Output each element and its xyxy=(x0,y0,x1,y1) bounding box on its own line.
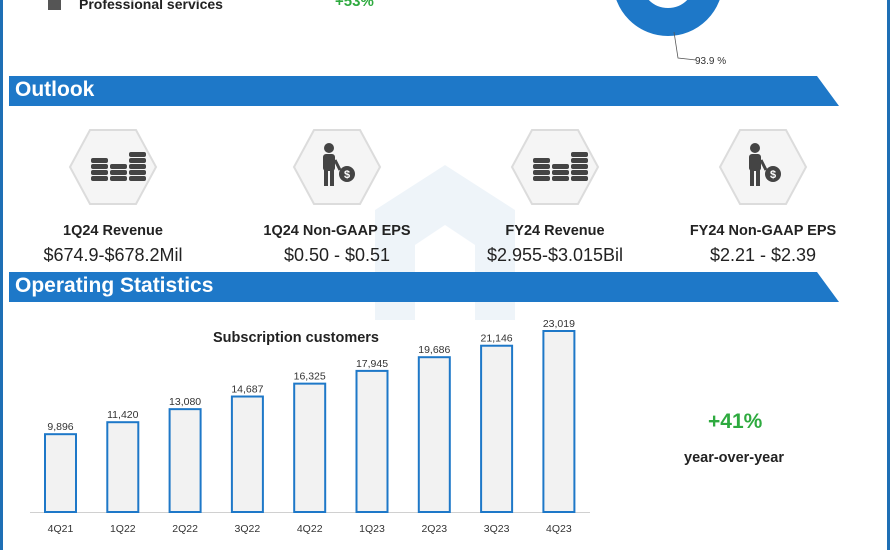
x-tick-label: 3Q22 xyxy=(235,523,261,535)
card-value: $674.9-$678.2Mil xyxy=(43,245,183,265)
bar-1Q23 xyxy=(355,369,389,513)
bar-3Q22 xyxy=(230,395,264,514)
outlook-card-1q24-eps: $ 1Q24 Non-GAAP EPS $0.50 - $0.51 xyxy=(247,128,427,266)
outlook-card-fy24-eps: $ FY24 Non-GAAP EPS $2.21 - $2.39 xyxy=(673,128,853,266)
bar-value-label: 19,686 xyxy=(418,344,450,356)
frame-right-edge xyxy=(887,0,890,550)
donut-callout-line xyxy=(673,31,697,61)
x-tick-label: 2Q22 xyxy=(172,523,198,535)
card-value: $0.50 - $0.51 xyxy=(283,245,391,265)
bar-value-label: 17,945 xyxy=(356,358,388,370)
svg-text:$: $ xyxy=(770,169,776,181)
x-tick-label: 4Q21 xyxy=(48,523,74,535)
outlook-section-title: Outlook xyxy=(15,78,95,101)
coin-stack-icon xyxy=(68,129,158,205)
donut-value-label: 93.9 % xyxy=(695,56,727,67)
donut-chart xyxy=(616,0,720,36)
person-dollar-icon: $ xyxy=(718,129,808,205)
card-title: 1Q24 Revenue xyxy=(63,223,163,239)
card-title: FY24 Non-GAAP EPS xyxy=(689,223,837,239)
legend-swatch xyxy=(48,0,61,10)
x-tick-label: 1Q22 xyxy=(110,523,136,535)
bar-value-label: 11,420 xyxy=(107,409,138,421)
bar-value-label: 9,896 xyxy=(47,421,73,433)
card-value: $2.21 - $2.39 xyxy=(709,245,817,265)
legend-item-professional-services: Professional services xyxy=(48,0,223,14)
bar-4Q23 xyxy=(542,330,576,513)
person-dollar-icon: $ xyxy=(292,129,382,205)
bar-value-label: 16,325 xyxy=(294,371,326,383)
bar-value-label: 14,687 xyxy=(231,384,263,396)
outlook-banner-bg xyxy=(9,76,839,106)
card-title: 1Q24 Non-GAAP EPS xyxy=(263,223,411,239)
bar-3Q23 xyxy=(480,344,514,514)
donut-ring xyxy=(616,0,720,36)
operating-banner-bg xyxy=(9,272,839,302)
yoy-growth-value: +41% xyxy=(708,410,763,433)
yoy-growth-label: year-over-year xyxy=(684,450,784,466)
x-tick-label: 4Q22 xyxy=(297,523,323,535)
bar-2Q23 xyxy=(417,356,451,513)
operating-section-title: Operating Statistics xyxy=(15,274,214,297)
bar-1Q22 xyxy=(106,421,140,513)
bar-value-label: 21,146 xyxy=(481,333,513,345)
bar-4Q22 xyxy=(293,382,327,513)
legend-label: Professional services xyxy=(79,0,223,12)
bar-4Q21 xyxy=(44,433,77,514)
frame-left-edge xyxy=(0,0,3,550)
outlook-card-1q24-revenue: 1Q24 Revenue $674.9-$678.2Mil xyxy=(23,128,203,266)
coin-stack-icon xyxy=(510,129,600,205)
chart-title: Subscription customers xyxy=(213,330,379,346)
card-value: $2.955-$3.015Bil xyxy=(486,245,624,265)
x-tick-label: 1Q23 xyxy=(359,523,385,535)
bar-value-label: 13,080 xyxy=(169,396,201,408)
svg-text:$: $ xyxy=(344,169,350,181)
bar-2Q22 xyxy=(168,408,202,514)
outlook-card-fy24-revenue: FY24 Revenue $2.955-$3.015Bil xyxy=(465,128,645,266)
x-tick-label: 4Q23 xyxy=(546,523,572,535)
x-tick-label: 2Q23 xyxy=(421,523,447,535)
x-tick-label: 3Q23 xyxy=(484,523,510,535)
bar-value-label: 23,019 xyxy=(543,318,575,330)
professional-services-growth: +53% xyxy=(335,0,374,10)
card-title: FY24 Revenue xyxy=(505,223,605,239)
